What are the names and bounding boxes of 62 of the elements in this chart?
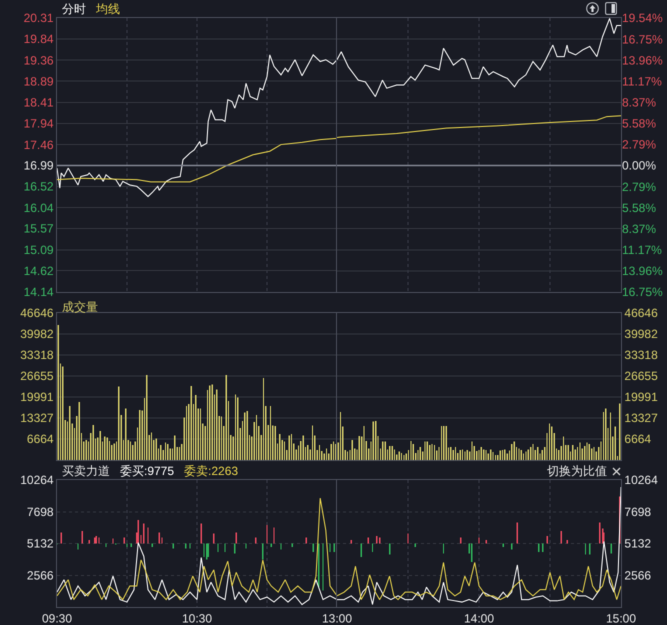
y2-tick-label: 8.37%	[622, 222, 656, 236]
text: 分时	[62, 2, 86, 16]
y-tick-label: 33318	[20, 348, 54, 362]
x-tick-label: 13:00	[322, 611, 352, 625]
series-label: 成交量	[62, 300, 98, 314]
y2-tick-label: 19991	[624, 390, 658, 404]
y-tick-label: 17.46	[24, 138, 54, 152]
y-tick-label: 46646	[20, 306, 54, 320]
y-tick-label: 19.84	[24, 32, 54, 46]
y2-tick-label: 33318	[624, 348, 658, 362]
y2-tick-label: 16.75%	[622, 32, 664, 46]
y2-tick-label: 5.58%	[622, 116, 656, 131]
y-tick-label: 14.14	[24, 285, 54, 300]
y-tick-label: 15.09	[24, 243, 54, 258]
text: 委卖:2263	[184, 464, 238, 478]
x-tick-label: 09:30	[42, 611, 72, 625]
y2-tick-label: 5132	[624, 536, 652, 551]
y-tick-label: 16.52	[24, 180, 54, 194]
y2-tick-label: 13.96%	[622, 264, 664, 278]
y-tick-label: 17.94	[24, 116, 54, 130]
y-tick-label: 19.36	[24, 53, 54, 68]
y2-tick-label: 5.58%	[622, 200, 656, 215]
y2-tick-label: 16.75%	[622, 285, 664, 300]
y-tick-label: 2566	[26, 568, 54, 582]
y2-tick-label: 10264	[624, 473, 658, 488]
y-tick-label: 6664	[26, 432, 54, 446]
text: 均线	[96, 2, 120, 16]
text: 委买:9775	[120, 464, 174, 478]
chart-title: 买卖力道	[62, 464, 110, 478]
y2-tick-label: 39982	[624, 327, 658, 342]
y2-tick-label: 7698	[624, 504, 652, 519]
x-tick-label: 10:30	[182, 611, 212, 625]
y2-tick-label: 2.79%	[622, 180, 656, 194]
y2-tick-label: 11.17%	[622, 74, 662, 88]
y2-tick-label: 2.79%	[622, 138, 656, 152]
y-tick-label: 14.62	[24, 264, 54, 278]
y-tick-label: 13327	[20, 411, 54, 426]
text: 切换为比值	[547, 464, 607, 478]
y-tick-label: 16.99	[24, 158, 54, 173]
y-tick-label: 18.89	[24, 74, 54, 88]
y-tick-label: 7698	[26, 504, 54, 519]
y2-tick-label: 11.17%	[622, 243, 662, 258]
y-tick-label: 18.41	[24, 96, 54, 110]
y2-tick-label: 6664	[624, 432, 652, 446]
y-tick-label: 10264	[20, 473, 54, 488]
x-tick-label: 15:00	[606, 611, 636, 625]
x-tick-label: 14:00	[464, 611, 494, 625]
y-tick-label: 16.04	[24, 200, 54, 215]
y-tick-label: 5132	[26, 536, 54, 551]
y-tick-label: 39982	[20, 327, 54, 342]
y2-tick-label: 13327	[624, 411, 658, 426]
y2-tick-label: 0.00%	[622, 158, 656, 173]
y-tick-label: 20.31	[24, 11, 54, 26]
y-tick-label: 15.57	[24, 222, 54, 236]
y2-tick-label: 13.96%	[622, 53, 664, 68]
y2-tick-label: 46646	[624, 306, 658, 320]
y-tick-label: 26655	[20, 369, 54, 384]
y-tick-label: 19991	[20, 390, 54, 404]
y2-tick-label: 19.54%	[622, 11, 664, 26]
y2-tick-label: 2566	[624, 568, 652, 582]
y2-tick-label: 8.37%	[622, 96, 656, 110]
y2-tick-label: 26655	[624, 369, 658, 384]
